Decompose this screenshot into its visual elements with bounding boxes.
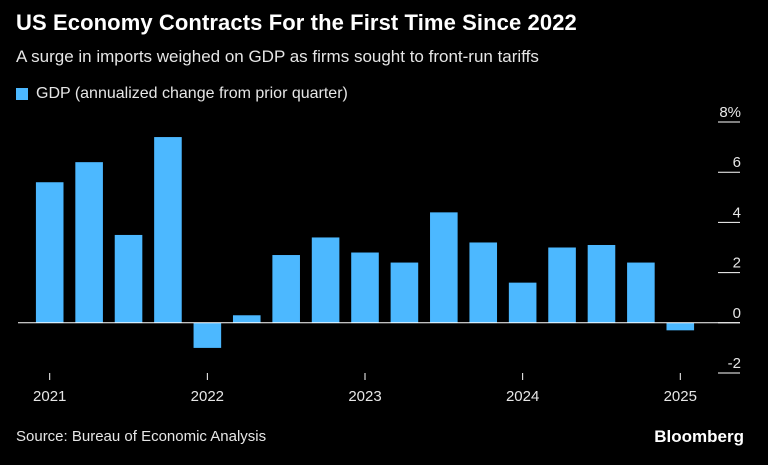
source-note: Source: Bureau of Economic Analysis: [16, 428, 267, 445]
legend-label: GDP (annualized change from prior quarte…: [36, 85, 348, 102]
bar-2024-q3: [587, 244, 616, 323]
bar-2022-q3: [272, 255, 300, 323]
bar-2022-q1: [193, 322, 222, 348]
legend-swatch: [16, 88, 28, 100]
x-tick-label-2022: 2022: [191, 388, 224, 405]
bar-2021-q1: [35, 182, 64, 323]
x-tick-label-2024: 2024: [506, 388, 539, 405]
y-tick-label: 0: [733, 305, 741, 322]
bar-2024-q1: [508, 282, 537, 323]
chart-title: US Economy Contracts For the First Time …: [16, 10, 577, 35]
chart-subtitle: A surge in imports weighed on GDP as fir…: [16, 47, 539, 66]
x-tick-label-2023: 2023: [348, 388, 381, 405]
bar-2021-q2: [75, 162, 103, 323]
bar-2024-q2: [548, 247, 576, 323]
bar-2023-q2: [390, 262, 419, 323]
y-tick-label: 2: [733, 255, 741, 272]
bar-2023-q4: [469, 242, 498, 323]
bar-2022-q4: [311, 237, 340, 323]
x-tick-label-2025: 2025: [664, 388, 697, 405]
y-tick-label: 8%: [719, 104, 741, 121]
bar-2024-q4: [627, 262, 655, 323]
y-tick-label: -2: [728, 355, 741, 372]
brand-logo: Bloomberg: [654, 427, 744, 446]
bar-2025-q1: [666, 322, 695, 331]
bar-2023-q3: [430, 212, 458, 323]
y-tick-label: 6: [733, 154, 741, 171]
x-tick-label-2021: 2021: [33, 388, 66, 405]
bar-2022-q2: [232, 315, 261, 323]
y-tick-label: 4: [733, 204, 741, 221]
bar-2021-q3: [114, 234, 143, 323]
bar-2023-q1: [351, 252, 379, 323]
bar-2021-q4: [154, 137, 182, 323]
legend: GDP (annualized change from prior quarte…: [16, 85, 348, 103]
